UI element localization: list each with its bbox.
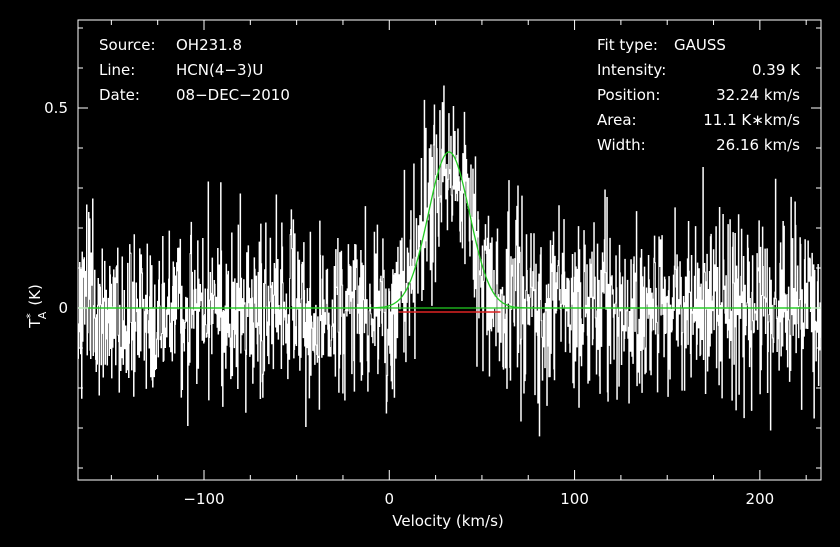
header-right-key: Width:	[597, 136, 646, 154]
spectrum-trace	[78, 85, 822, 437]
header-left-value: 08−DEC−2010	[176, 86, 290, 104]
header-right: Fit type: GAUSS Intensity: 0.39 K Position: 3…	[597, 36, 801, 154]
header-right-key: Area:	[597, 111, 637, 129]
header-right-key: Position:	[597, 86, 660, 104]
x-tick-label: −100	[183, 490, 224, 508]
x-tick-label: 200	[746, 490, 775, 508]
svg-text:T*A(K): T*A (K)	[24, 284, 49, 329]
header-right-value: 32.24 km/s	[716, 86, 800, 104]
header-right-value: GAUSS	[674, 36, 726, 54]
y-axis-label-unit: (K)	[26, 284, 44, 306]
header-right-value: 11.1 K∗km/s	[703, 111, 800, 129]
y-tick-label: 0.5	[44, 99, 68, 117]
header-right-value: 26.16 km/s	[716, 136, 800, 154]
y-axis-label: T*A (K)	[24, 284, 49, 329]
header-left-key: Date:	[99, 86, 140, 104]
x-axis-label: Velocity (km/s)	[392, 512, 503, 530]
y-axis-label-sup: *	[24, 313, 37, 319]
y-tick-label: 0	[58, 299, 68, 317]
header-left: Source: OH231.8 Line: HCN(4−3)U Date: 08−DEC−…	[99, 36, 290, 104]
x-tick-label: 0	[385, 490, 395, 508]
gaussian-fit-curve	[78, 151, 821, 309]
spectrum-layer	[78, 85, 822, 437]
tick-layer: −100 0 100 200 0 0.5	[44, 20, 821, 508]
header-left-value: HCN(4−3)U	[176, 61, 263, 79]
header-left-key: Source:	[99, 36, 156, 54]
x-tick-label: 100	[560, 490, 589, 508]
header-right-key: Intensity:	[597, 61, 666, 79]
header-right-key: Fit type:	[597, 36, 658, 54]
plot-frame	[77, 19, 822, 481]
header-left-key: Line:	[99, 61, 135, 79]
y-axis-label-symbol: T	[26, 318, 44, 329]
header-right-value: 0.39 K	[752, 61, 801, 79]
fit-layer	[78, 151, 821, 313]
y-axis-label-sub: A	[36, 311, 49, 319]
header-left-value: OH231.8	[176, 36, 242, 54]
